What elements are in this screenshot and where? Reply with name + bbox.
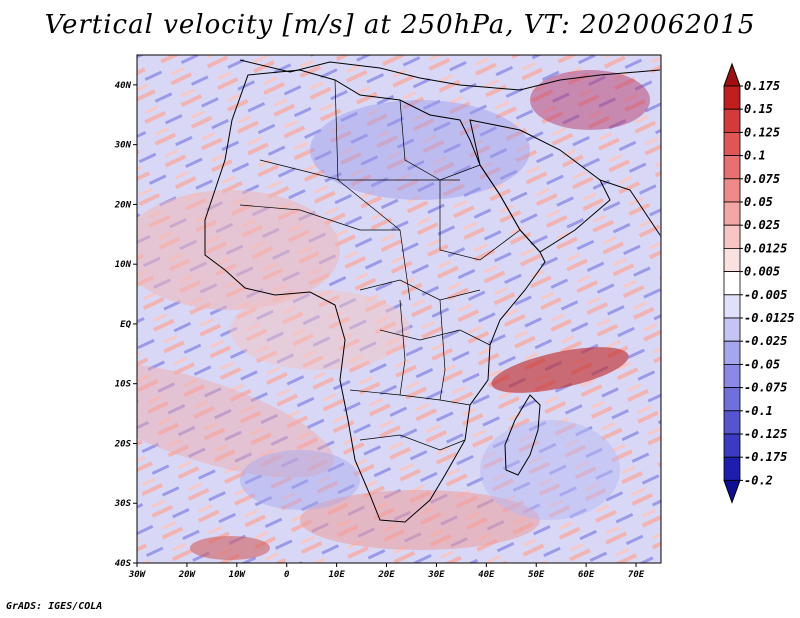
lon-tick-label: 70E [628, 570, 645, 580]
lat-tick-label: 30S [114, 499, 132, 509]
map-title: Vertical velocity [m/s] at 250hPa, VT: 2… [44, 10, 756, 40]
colorbar-segment [723, 178, 741, 203]
colorbar-label: -0.2 [744, 473, 773, 487]
lon-tick-label: 10W [229, 570, 247, 580]
lat-tick-label: 30N [114, 141, 132, 151]
lat-tick-label: 10N [115, 260, 132, 270]
colorbar-segment [723, 247, 741, 272]
colorbar-max-arrow [723, 62, 741, 87]
europe-coast [239, 59, 661, 91]
colorbar-label: 0.005 [744, 265, 780, 279]
colorbar-segment [723, 131, 741, 156]
lon-tick-label: 30E [427, 570, 445, 580]
lon-tick-label: 30W [128, 570, 147, 580]
colorbar-label: -0.0125 [744, 311, 795, 325]
lon-tick-label: 0 [284, 570, 290, 580]
colorbar-segment [723, 201, 741, 226]
lat-tick-label: 40S [115, 559, 132, 569]
colorbar-label: 0.125 [744, 125, 780, 139]
colorbar-label: -0.125 [744, 427, 787, 441]
lat-tick-label: 20S [114, 439, 132, 449]
colorbar-segment [723, 108, 741, 133]
colorbar-segment [723, 456, 741, 481]
colorbar-segment [723, 340, 741, 365]
grads-credit: GrADS: IGES/COLA [6, 601, 103, 612]
colorbar-label: 0.175 [744, 79, 780, 93]
lat-tick-label: 40N [115, 81, 132, 91]
lon-tick-label: 20W [178, 570, 197, 580]
colorbar-label: -0.1 [744, 404, 773, 418]
colorbar-segment [723, 271, 741, 296]
colorbar-label: -0.005 [744, 288, 787, 302]
lon-tick-label: 20E [377, 570, 395, 580]
lat-tick-label: EQ [120, 320, 131, 330]
colorbar-label: 0.075 [744, 172, 780, 186]
colorbar-segment [723, 433, 741, 458]
colorbar-label: -0.175 [744, 450, 787, 464]
lon-tick-label: 60E [578, 570, 595, 580]
longitude-axis: 30W 20W 10W 0 10E 20E 30E 40E 50E 60E 70E [128, 563, 645, 580]
colorbar-label: 0.15 [744, 102, 773, 116]
madagascar-outline [504, 394, 541, 476]
colorbar-segment [723, 387, 741, 412]
lon-tick-label: 50E [528, 570, 545, 580]
africa-coastline [204, 69, 546, 523]
colorbar-segment [723, 410, 741, 435]
latitude-axis: 40N 30N 20N 10N EQ 10S 20S 30S 40S [114, 81, 137, 569]
colorbar-segment [723, 317, 741, 342]
colorbar: 0.175 0.15 0.125 0.1 0.075 0.05 0.025 0.0125 0.0… [723, 62, 795, 504]
asia-coast [599, 179, 661, 236]
lat-tick-label: 20N [114, 200, 132, 210]
colorbar-label: -0.075 [744, 381, 787, 395]
colorbar-segment [723, 224, 741, 249]
lon-tick-label: 10E [328, 570, 345, 580]
lon-tick-label: 40E [478, 570, 495, 580]
velocity-field [137, 55, 661, 563]
colorbar-segment [723, 155, 741, 180]
arabia-outline [469, 119, 611, 253]
coastlines [204, 59, 661, 523]
colorbar-label: -0.025 [744, 334, 787, 348]
colorbar-segment [723, 294, 741, 319]
colorbar-label: 0.05 [744, 195, 773, 209]
colorbar-label: -0.05 [744, 357, 780, 371]
colorbar-min-arrow [723, 479, 741, 504]
colorbar-segment [723, 85, 741, 110]
country-borders [239, 79, 521, 451]
colorbar-label: 0.025 [744, 218, 780, 232]
lat-tick-label: 10S [115, 380, 132, 390]
map-frame [136, 54, 662, 564]
colorbar-label: 0.1 [744, 149, 766, 163]
colorbar-label: 0.0125 [744, 241, 787, 255]
colorbar-segment [723, 363, 741, 388]
